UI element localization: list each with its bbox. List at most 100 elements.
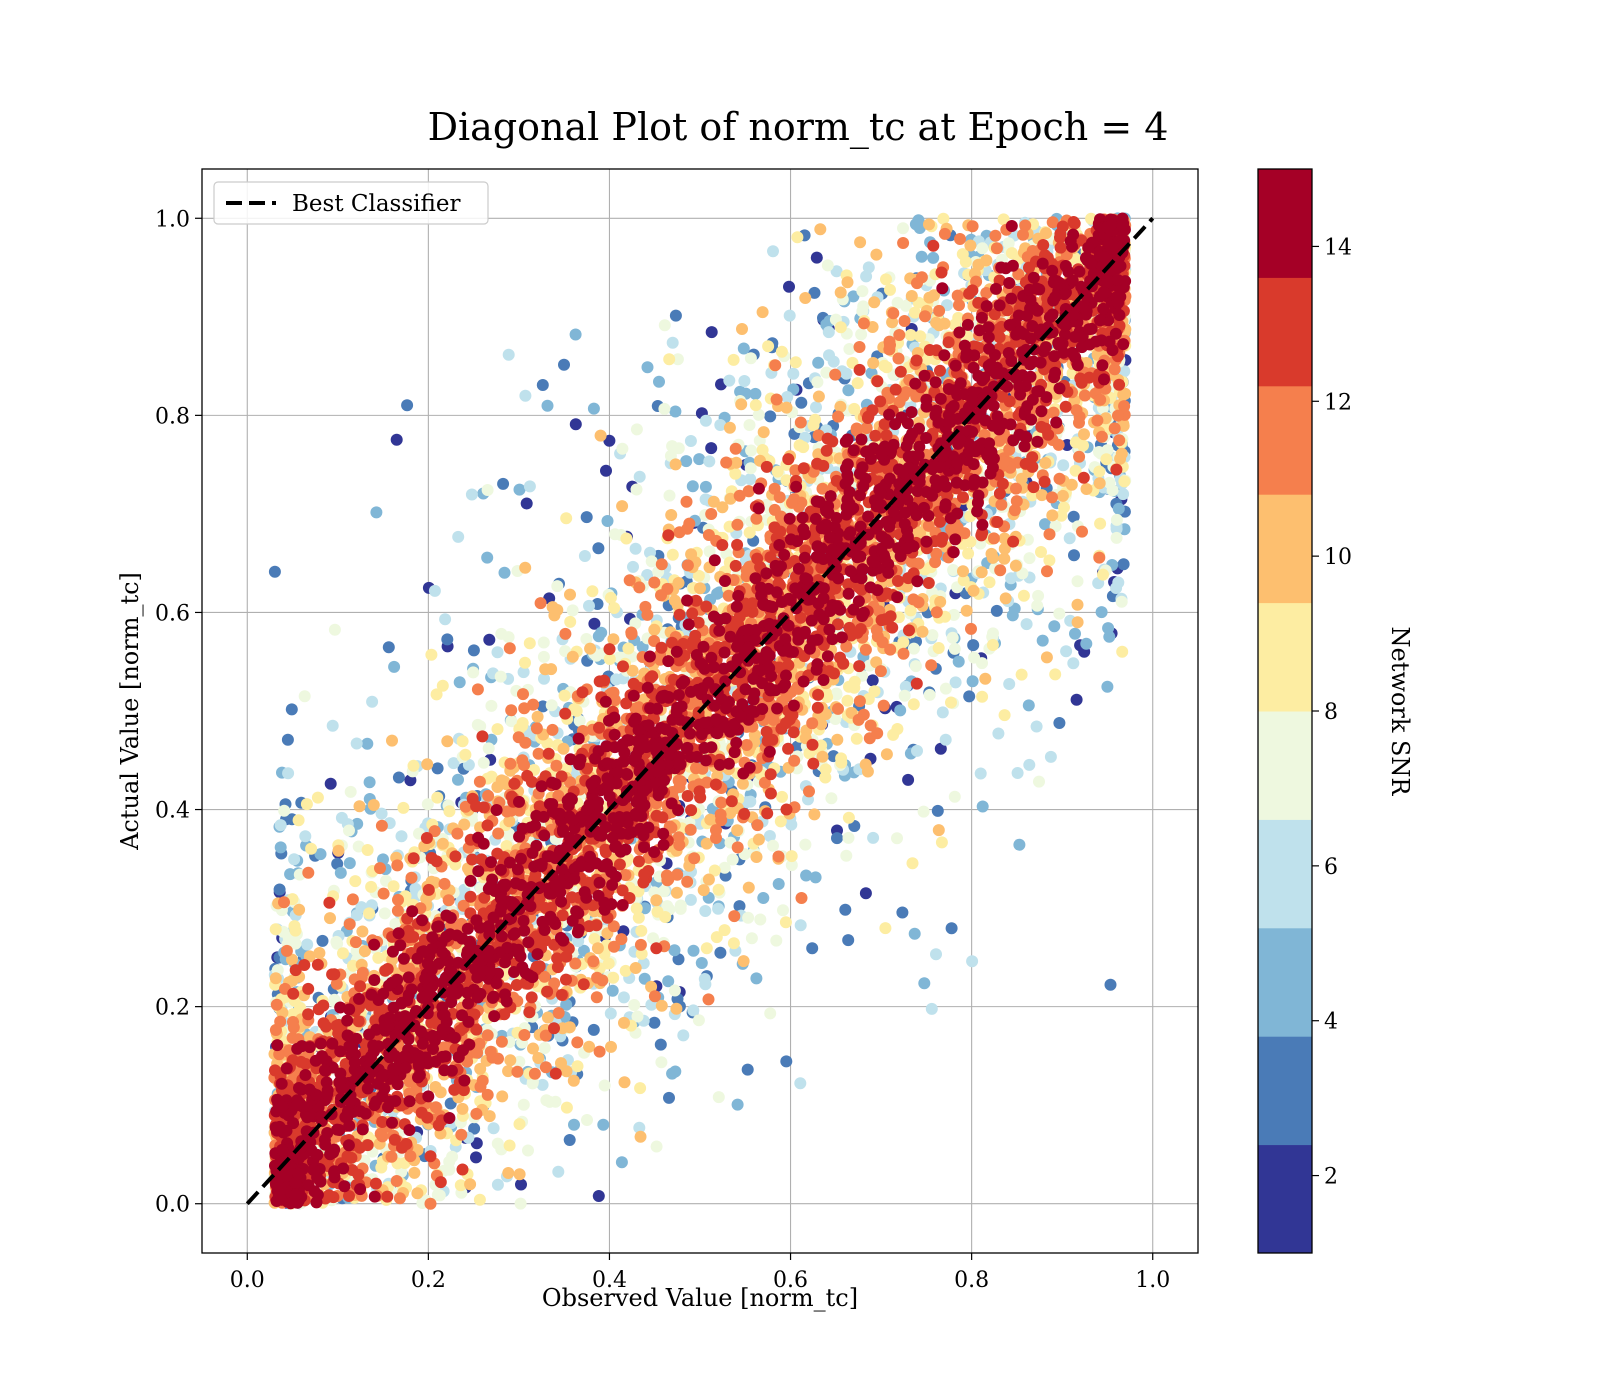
scatter-point bbox=[905, 290, 918, 302]
scatter-point bbox=[946, 631, 959, 644]
scatter-point bbox=[668, 984, 681, 997]
scatter-point bbox=[1031, 599, 1044, 612]
scatter-point bbox=[346, 893, 359, 906]
scatter-point bbox=[916, 625, 929, 638]
scatter-point bbox=[744, 352, 757, 365]
scatter-point bbox=[551, 580, 564, 593]
scatter-point bbox=[586, 585, 599, 598]
scatter-point bbox=[839, 903, 852, 916]
scatter-point bbox=[616, 442, 629, 455]
scatter-point bbox=[580, 633, 593, 645]
scatter-point bbox=[835, 756, 848, 769]
scatter-point bbox=[568, 703, 581, 716]
scatter-point bbox=[313, 947, 326, 959]
scatter-point bbox=[421, 798, 434, 811]
scatter-point bbox=[1049, 668, 1062, 681]
scatter-point bbox=[517, 1098, 530, 1111]
scatter-point bbox=[772, 878, 785, 890]
scatter-point bbox=[672, 442, 685, 455]
scatter-point bbox=[851, 377, 864, 390]
scatter-point bbox=[857, 317, 870, 330]
scatter-point bbox=[764, 410, 777, 423]
scatter-point bbox=[278, 896, 290, 909]
scatter-point bbox=[899, 680, 912, 693]
scatter-point bbox=[868, 685, 881, 698]
scatter-point bbox=[622, 642, 635, 655]
scatter-point bbox=[519, 389, 532, 402]
scatter-point bbox=[896, 906, 909, 919]
scatter-point bbox=[930, 948, 942, 961]
scatter-point bbox=[282, 767, 295, 780]
scatter-point bbox=[707, 495, 720, 508]
scatter-point bbox=[842, 384, 855, 397]
scatter-point bbox=[618, 1076, 631, 1089]
scatter-point bbox=[598, 1079, 611, 1092]
scatter-point bbox=[1078, 389, 1091, 402]
scatter-point bbox=[859, 643, 872, 656]
scatter-point bbox=[1032, 589, 1045, 602]
scatter-point bbox=[897, 222, 909, 235]
scatter-point bbox=[791, 231, 804, 244]
scatter-point bbox=[1053, 607, 1066, 620]
scatter-point bbox=[504, 1054, 517, 1067]
scatter-point bbox=[615, 1156, 628, 1169]
scatter-point bbox=[274, 841, 287, 854]
scatter-point bbox=[997, 213, 1010, 226]
scatter-point bbox=[841, 276, 854, 289]
scatter-point bbox=[1043, 554, 1056, 567]
scatter-point bbox=[1093, 477, 1106, 490]
scatter-point bbox=[834, 321, 847, 334]
scatter-point bbox=[870, 248, 883, 261]
scatter-point bbox=[1080, 483, 1093, 495]
scatter-point bbox=[724, 492, 737, 505]
scatter-point bbox=[785, 859, 798, 872]
scatter-point bbox=[298, 690, 311, 703]
scatter-point bbox=[536, 379, 549, 391]
scatter-point bbox=[391, 904, 404, 917]
scatter-point bbox=[505, 715, 518, 728]
scatter-point bbox=[967, 584, 980, 597]
scatter-point bbox=[744, 473, 757, 486]
scatter-point bbox=[867, 357, 880, 369]
scatter-point bbox=[842, 831, 855, 844]
scatter-point bbox=[292, 814, 305, 827]
scatter-point bbox=[572, 935, 585, 948]
scatter-point bbox=[666, 548, 679, 561]
scatter-point bbox=[831, 832, 843, 845]
scatter-point bbox=[1008, 504, 1021, 517]
scatter-point bbox=[483, 633, 496, 646]
scatter-point bbox=[932, 642, 945, 654]
scatter-point bbox=[692, 1014, 705, 1027]
scatter-point bbox=[1068, 549, 1080, 562]
scatter-point bbox=[491, 646, 504, 659]
scatter-point bbox=[1060, 645, 1073, 658]
scatter-point bbox=[300, 798, 313, 811]
scatter-point bbox=[498, 566, 511, 579]
scatter-point bbox=[687, 944, 700, 957]
scatter-point bbox=[455, 1128, 468, 1141]
scatter-point bbox=[697, 884, 710, 897]
scatter-point bbox=[401, 399, 414, 412]
scatter-point bbox=[757, 426, 770, 439]
scatter-point bbox=[288, 920, 301, 933]
scatter-point bbox=[945, 922, 958, 935]
scatter-point bbox=[619, 964, 632, 977]
scatter-point bbox=[405, 871, 418, 884]
scatter-point bbox=[500, 840, 513, 852]
scatter-point bbox=[536, 700, 549, 713]
scatter-point bbox=[430, 688, 443, 701]
scatter-point bbox=[522, 1144, 534, 1157]
scatter-point bbox=[1110, 513, 1123, 526]
scatter-point bbox=[808, 286, 821, 299]
scatter-point bbox=[800, 869, 813, 882]
scatter-point bbox=[462, 862, 474, 875]
scatter-point bbox=[934, 595, 947, 608]
scatter-point bbox=[669, 405, 682, 418]
scatter-point bbox=[1023, 758, 1036, 771]
scatter-point bbox=[1116, 645, 1129, 658]
scatter-point bbox=[708, 864, 721, 877]
scatter-point bbox=[634, 938, 647, 951]
scatter-point bbox=[1030, 720, 1043, 733]
scatter-point bbox=[518, 1029, 531, 1041]
scatter-point bbox=[344, 785, 357, 798]
